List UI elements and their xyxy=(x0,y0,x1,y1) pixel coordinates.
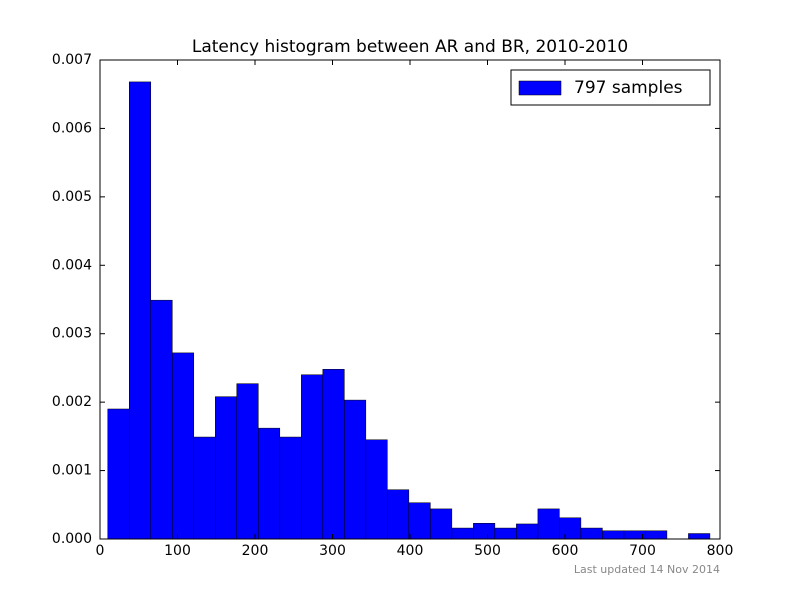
x-tick-label: 500 xyxy=(474,543,501,559)
bar xyxy=(580,527,603,540)
legend-swatch xyxy=(518,80,562,96)
x-tick-label: 700 xyxy=(629,543,656,559)
y-tick-label: 0.001 xyxy=(52,463,92,479)
bar xyxy=(344,399,367,540)
y-tick-label: 0.000 xyxy=(52,531,92,547)
bar xyxy=(193,436,216,540)
y-tick-label: 0.007 xyxy=(52,52,92,68)
y-tick-label: 0.006 xyxy=(52,120,92,136)
bar xyxy=(258,427,281,540)
bar xyxy=(236,383,259,540)
bar xyxy=(516,523,539,540)
y-tick-label: 0.003 xyxy=(52,326,92,342)
y-tick-label: 0.004 xyxy=(52,257,92,273)
bar xyxy=(129,81,152,540)
x-tick-label: 600 xyxy=(552,543,579,559)
bar xyxy=(645,530,668,540)
bar xyxy=(602,530,625,540)
bar xyxy=(365,439,388,540)
bar xyxy=(688,533,711,540)
bar xyxy=(322,369,345,540)
bar xyxy=(172,352,195,540)
bar xyxy=(215,396,238,540)
bar xyxy=(408,502,431,540)
y-tick-label: 0.005 xyxy=(52,189,92,205)
legend-label: 797 samples xyxy=(574,78,683,98)
footnote: Last updated 14 Nov 2014 xyxy=(574,563,720,576)
x-tick-label: 400 xyxy=(397,543,424,559)
bar xyxy=(494,527,517,540)
bar xyxy=(537,508,560,540)
bar xyxy=(451,527,474,540)
x-tick-label: 0 xyxy=(96,543,105,559)
bar xyxy=(107,408,130,540)
chart-title: Latency histogram between AR and BR, 201… xyxy=(192,37,628,57)
bar xyxy=(430,508,453,540)
bar xyxy=(559,517,582,540)
x-tick-label: 300 xyxy=(319,543,346,559)
x-tick-label: 800 xyxy=(707,543,734,559)
y-tick-label: 0.002 xyxy=(52,394,92,410)
bar xyxy=(473,523,496,540)
x-tick-label: 100 xyxy=(164,543,191,559)
bar xyxy=(150,299,173,540)
bar xyxy=(301,374,324,540)
x-tick-label: 200 xyxy=(242,543,269,559)
bar xyxy=(387,489,410,540)
bar xyxy=(279,436,302,540)
